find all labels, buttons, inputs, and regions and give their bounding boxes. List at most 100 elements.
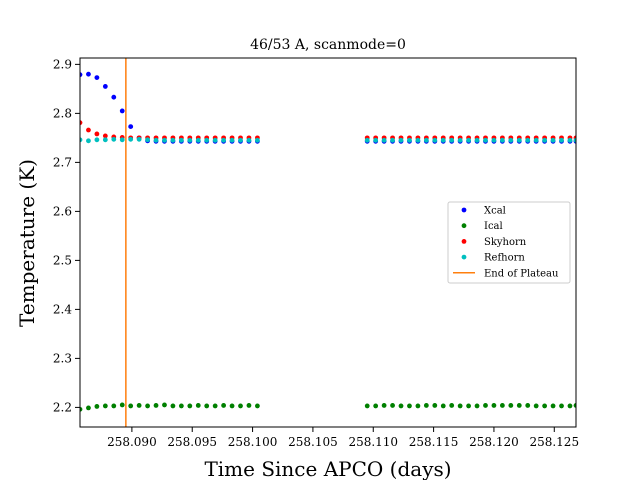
y-tick-label: 2.8 <box>53 106 72 120</box>
x-tick-label: 258.120 <box>469 435 519 449</box>
point-ical <box>255 403 260 409</box>
point-ical <box>483 403 488 408</box>
legend-marker <box>461 207 467 213</box>
point-refhorn <box>573 137 576 143</box>
point-refhorn <box>559 137 564 143</box>
point-ical <box>398 403 404 409</box>
point-refhorn <box>499 137 505 143</box>
point-refhorn <box>80 137 83 143</box>
point-refhorn <box>390 137 395 143</box>
point-refhorn <box>449 137 455 143</box>
point-refhorn <box>238 137 243 143</box>
point-ical <box>102 403 108 409</box>
point-ical <box>525 403 531 408</box>
plot-area <box>80 58 576 427</box>
point-refhorn <box>212 137 218 143</box>
point-xcal <box>86 71 91 77</box>
point-refhorn <box>516 137 522 143</box>
point-ical <box>567 403 573 409</box>
x-tick-label: 258.105 <box>288 435 338 449</box>
y-tick-label: 2.6 <box>53 204 72 218</box>
legend-label: Skyhorn <box>484 237 527 248</box>
x-axis-title: Time Since APCO (days) <box>204 457 451 480</box>
point-ical <box>136 403 142 408</box>
y-tick-label: 2.7 <box>53 155 72 169</box>
point-refhorn <box>415 137 421 143</box>
point-ical <box>390 403 395 408</box>
point-xcal <box>119 108 125 114</box>
legend: Xcal Ical Skyhorn Refhorn End of Plateau <box>447 201 571 284</box>
point-refhorn <box>162 137 167 143</box>
y-tick-label: 2.9 <box>53 57 72 71</box>
point-ical <box>221 403 227 408</box>
point-refhorn <box>364 137 370 143</box>
point-refhorn <box>466 137 471 143</box>
legend-item-skyhorn: Skyhorn <box>461 237 527 248</box>
point-skyhorn <box>86 127 91 133</box>
point-refhorn <box>145 137 150 143</box>
legend-label: Xcal <box>484 206 506 217</box>
point-xcal <box>102 84 108 89</box>
point-ical <box>373 403 379 409</box>
legend-marker <box>461 254 467 260</box>
x-tick-label: 258.110 <box>348 435 398 449</box>
point-ical <box>508 403 514 408</box>
x-tick-label: 258.115 <box>409 435 459 449</box>
point-ical <box>238 403 243 409</box>
point-refhorn <box>246 137 252 143</box>
point-refhorn <box>204 137 210 143</box>
legend-label: Ical <box>484 221 503 232</box>
point-ical <box>449 403 455 408</box>
point-ical <box>542 403 548 409</box>
point-refhorn <box>432 137 438 143</box>
legend-item-refhorn: Refhorn <box>461 253 525 264</box>
y-tick-label: 2.3 <box>53 351 72 365</box>
point-refhorn <box>111 136 117 142</box>
point-refhorn <box>221 137 227 143</box>
point-ical <box>145 403 150 409</box>
point-ical <box>178 403 184 409</box>
point-refhorn <box>398 137 404 143</box>
x-tick-label: 258.095 <box>167 435 217 449</box>
point-refhorn <box>153 137 159 143</box>
point-refhorn <box>407 137 412 143</box>
point-refhorn <box>373 137 379 143</box>
point-refhorn <box>381 137 387 143</box>
point-ical <box>86 405 91 411</box>
point-refhorn <box>474 137 480 143</box>
point-refhorn <box>255 137 260 143</box>
point-skyhorn <box>80 120 83 126</box>
y-axis: 2.2 2.3 2.4 2.5 2.6 2.7 2.8 2.9 <box>53 57 80 414</box>
point-ical <box>128 403 134 409</box>
point-ical <box>457 403 463 409</box>
point-ical <box>491 403 497 408</box>
point-refhorn <box>102 137 108 143</box>
point-ical <box>153 403 159 408</box>
point-ical <box>440 403 446 409</box>
point-ical <box>499 403 505 408</box>
point-ical <box>415 403 421 409</box>
y-tick-label: 2.2 <box>53 400 72 414</box>
point-refhorn <box>119 137 125 143</box>
chart-title: 46/53 A, scanmode=0 <box>250 37 406 53</box>
point-ical <box>474 403 480 409</box>
point-ical <box>466 403 471 409</box>
y-tick-label: 2.5 <box>53 253 72 267</box>
point-xcal <box>94 75 100 81</box>
point-refhorn <box>178 137 184 143</box>
point-refhorn <box>136 136 142 142</box>
point-ical <box>94 404 100 409</box>
point-ical <box>407 403 412 409</box>
point-refhorn <box>440 137 446 143</box>
point-xcal <box>111 94 117 100</box>
legend-marker <box>461 223 467 229</box>
legend-box <box>447 201 571 284</box>
point-refhorn <box>567 137 573 143</box>
point-refhorn <box>491 137 497 143</box>
x-tick-label: 258.125 <box>529 435 579 449</box>
point-ical <box>550 403 556 409</box>
point-refhorn <box>170 137 176 143</box>
point-ical <box>111 403 117 409</box>
point-refhorn <box>550 137 556 143</box>
